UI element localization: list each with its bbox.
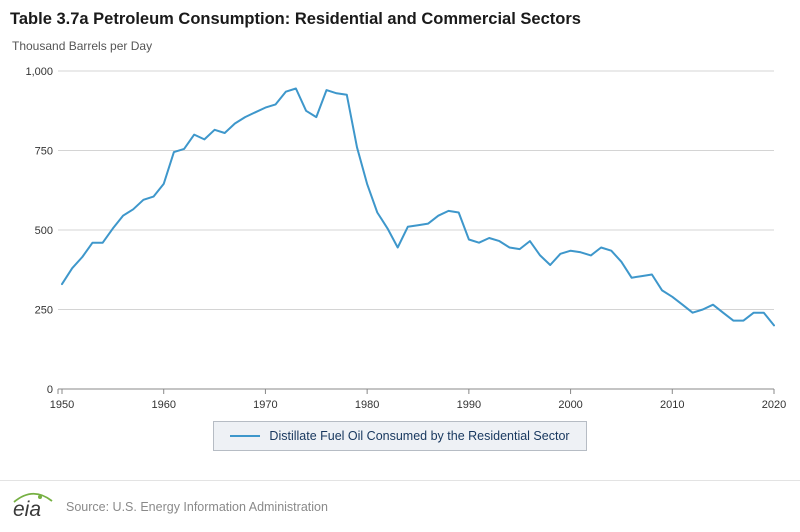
chart-title: Table 3.7a Petroleum Consumption: Reside… [10,10,581,28]
source-text: Source: U.S. Energy Information Administ… [66,499,328,514]
legend: Distillate Fuel Oil Consumed by the Resi… [213,421,587,451]
svg-text:500: 500 [35,225,53,237]
svg-text:1980: 1980 [355,399,379,411]
svg-text:1,000: 1,000 [25,66,53,78]
svg-text:1950: 1950 [50,399,74,411]
svg-text:2020: 2020 [762,399,786,411]
svg-text:1960: 1960 [151,399,175,411]
legend-row: Distillate Fuel Oil Consumed by the Resi… [8,421,792,451]
footer: eia Source: U.S. Energy Information Admi… [0,480,800,532]
svg-text:2010: 2010 [660,399,684,411]
eia-logo-arc [13,492,53,503]
eia-logo: eia [13,492,53,521]
svg-text:1970: 1970 [253,399,277,411]
legend-label: Distillate Fuel Oil Consumed by the Resi… [269,429,570,443]
legend-line-marker [230,435,261,437]
svg-text:250: 250 [35,305,53,317]
svg-text:0: 0 [47,384,53,396]
svg-text:1990: 1990 [457,399,481,411]
svg-text:750: 750 [35,146,53,158]
chart-svg: 0 250 500 750 1,000 1950 1960 1970 1980 1990 2000 2… [25,66,786,411]
eia-logo-leaf [38,494,42,499]
eia-logo-text: eia [13,498,41,521]
y-axis-title: Thousand Barrels per Day [12,39,153,53]
svg-text:2000: 2000 [558,399,582,411]
